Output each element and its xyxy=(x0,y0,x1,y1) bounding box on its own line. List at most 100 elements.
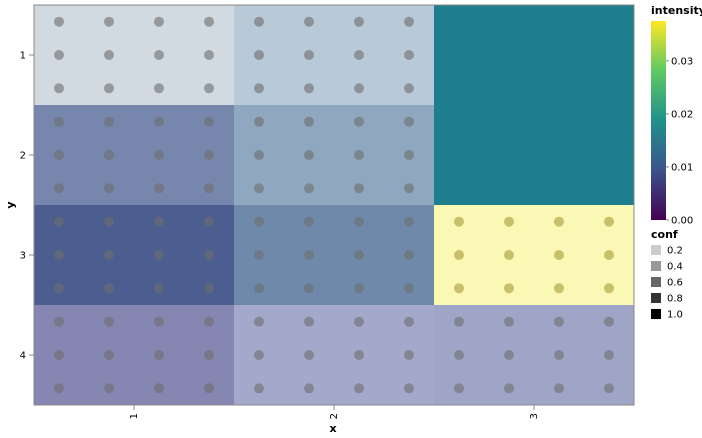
heatmap-cell xyxy=(34,205,234,305)
data-point xyxy=(104,383,114,394)
data-point xyxy=(454,350,464,360)
data-point xyxy=(554,383,564,394)
data-point xyxy=(604,316,614,327)
conf-legend-label: 0.4 xyxy=(667,262,683,273)
data-point xyxy=(304,383,314,394)
data-point xyxy=(454,283,464,294)
data-point xyxy=(154,383,164,394)
y-axis-title: y xyxy=(4,201,17,208)
data-point xyxy=(304,16,314,27)
data-point xyxy=(54,283,64,294)
data-point xyxy=(304,50,314,60)
data-point xyxy=(254,216,264,227)
data-point xyxy=(304,116,314,127)
data-point xyxy=(204,316,214,327)
data-point xyxy=(254,383,264,394)
data-point xyxy=(354,116,364,127)
conf-legend-label: 0.8 xyxy=(667,294,683,305)
intensity-legend-label: 0.01 xyxy=(671,162,693,173)
data-point xyxy=(154,283,164,294)
data-point xyxy=(154,216,164,227)
data-point xyxy=(104,316,114,327)
intensity-legend: intensity 0.00 0.01 0.02 0.03 xyxy=(651,4,702,227)
heatmap-cell xyxy=(434,305,634,405)
y-tick-label: 2 xyxy=(20,151,26,162)
data-point xyxy=(204,383,214,394)
data-point xyxy=(254,183,264,194)
data-point xyxy=(204,116,214,127)
data-point xyxy=(204,50,214,60)
data-point xyxy=(204,250,214,260)
data-point xyxy=(254,83,264,94)
data-point xyxy=(104,216,114,227)
data-point xyxy=(304,183,314,194)
conf-legend-title: conf xyxy=(651,228,678,241)
data-point xyxy=(254,50,264,60)
y-tick-label: 1 xyxy=(20,51,26,62)
data-point xyxy=(404,50,414,60)
data-point xyxy=(404,16,414,27)
conf-legend-swatch xyxy=(651,245,661,255)
data-point xyxy=(504,383,514,394)
data-point xyxy=(254,116,264,127)
data-point xyxy=(54,316,64,327)
heatmap-cell xyxy=(234,305,434,405)
data-point xyxy=(104,183,114,194)
data-point xyxy=(504,350,514,360)
data-point xyxy=(304,216,314,227)
data-point xyxy=(554,316,564,327)
x-tick-label: 3 xyxy=(529,413,540,419)
data-point xyxy=(304,250,314,260)
intensity-legend-label: 0.03 xyxy=(671,56,693,67)
data-point xyxy=(304,316,314,327)
plot-area xyxy=(33,4,635,406)
data-point xyxy=(304,350,314,360)
y-tick-label: 3 xyxy=(20,251,26,262)
data-point xyxy=(54,183,64,194)
data-point xyxy=(354,83,364,94)
data-point xyxy=(504,216,514,227)
data-point xyxy=(404,250,414,260)
data-point xyxy=(254,350,264,360)
data-point xyxy=(504,316,514,327)
data-point xyxy=(354,216,364,227)
data-point xyxy=(54,16,64,27)
data-point xyxy=(154,183,164,194)
conf-legend-label: 0.6 xyxy=(667,278,683,289)
x-tick-label: 2 xyxy=(329,413,340,419)
data-point xyxy=(604,216,614,227)
data-point xyxy=(204,150,214,160)
data-point xyxy=(54,116,64,127)
heatmap-cell xyxy=(34,5,234,105)
data-point xyxy=(204,83,214,94)
heatmap-cell xyxy=(34,105,234,205)
data-point xyxy=(54,250,64,260)
data-point xyxy=(454,250,464,260)
heatmap-cell xyxy=(234,205,434,305)
data-point xyxy=(104,16,114,27)
data-point xyxy=(154,150,164,160)
data-point xyxy=(204,350,214,360)
data-point xyxy=(354,50,364,60)
data-point xyxy=(404,116,414,127)
data-point xyxy=(404,383,414,394)
data-point xyxy=(154,50,164,60)
data-point xyxy=(554,250,564,260)
x-tick-label: 1 xyxy=(129,413,140,419)
data-point xyxy=(554,283,564,294)
heatmap-cell xyxy=(234,5,434,105)
conf-legend-swatch xyxy=(651,309,661,319)
data-point xyxy=(54,50,64,60)
data-point xyxy=(304,283,314,294)
data-point xyxy=(254,16,264,27)
data-point xyxy=(454,216,464,227)
data-point xyxy=(504,283,514,294)
data-point xyxy=(554,216,564,227)
data-point xyxy=(54,383,64,394)
data-point xyxy=(604,250,614,260)
data-point xyxy=(604,350,614,360)
data-point xyxy=(154,16,164,27)
data-point xyxy=(154,250,164,260)
data-point xyxy=(604,283,614,294)
intensity-legend-label: 0.00 xyxy=(671,216,693,227)
